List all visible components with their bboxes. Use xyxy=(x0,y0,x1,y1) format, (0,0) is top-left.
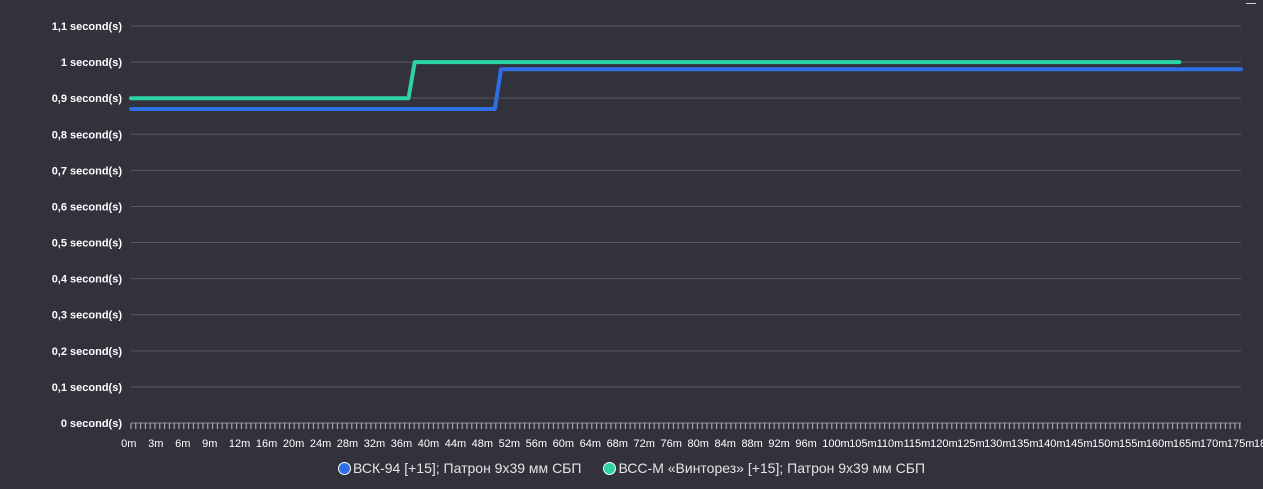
legend-label-vsk94: ВСК-94 [+15]; Патрон 9х39 мм СБП xyxy=(352,460,582,476)
x-tick-label: 12m xyxy=(229,438,250,450)
x-tick-label: 160m xyxy=(1146,438,1174,450)
x-tick-label: 3m xyxy=(148,438,163,450)
x-tick-label: 88m xyxy=(741,438,762,450)
x-tick-label: 92m xyxy=(768,438,789,450)
x-tick-label: 44m xyxy=(445,438,466,450)
y-tick-label: 0,1 second(s) xyxy=(52,382,123,394)
legend-label-vss: ВСС-М «Винторез» [+15]; Патрон 9х39 мм С… xyxy=(618,460,926,476)
x-tick-label: 84m xyxy=(714,438,735,450)
x-tick-label: 36m xyxy=(391,438,412,450)
legend-swatch-vss xyxy=(603,461,617,475)
x-tick-label: 165m xyxy=(1173,438,1201,450)
legend-swatch-vsk94 xyxy=(337,461,351,475)
x-tick-label: 40m xyxy=(418,438,439,450)
x-tick-label: 100m xyxy=(822,438,850,450)
x-tick-label: 16m xyxy=(256,438,277,450)
x-tick-label: 125m xyxy=(957,438,985,450)
y-tick-label: 0 second(s) xyxy=(61,418,122,430)
x-axis: 0m 3m 6m 9m 12m 16m 20m 24m 28m 32m 36m 40m 44m 48m 52… xyxy=(121,423,1263,450)
x-tick-label: 140m xyxy=(1038,438,1066,450)
y-tick-label: 1 second(s) xyxy=(61,57,122,69)
x-tick-label: 48m xyxy=(472,438,493,450)
y-tick-label: 0,3 second(s) xyxy=(52,310,123,322)
y-tick-label: 0,2 second(s) xyxy=(52,346,123,358)
x-tick-label: 130m xyxy=(984,438,1012,450)
x-tick-label: 28m xyxy=(337,438,358,450)
x-tick-label: 6m xyxy=(175,438,190,450)
x-tick-label: 68m xyxy=(607,438,628,450)
x-tick-label: 115m xyxy=(904,438,931,450)
legend-item-vss[interactable]: ВСС-М «Винторез» [+15]; Патрон 9х39 мм С… xyxy=(603,460,925,476)
y-tick-label: 1,1 second(s) xyxy=(52,21,123,33)
x-tick-label: 170m xyxy=(1200,438,1228,450)
x-tick-label: 80m xyxy=(687,438,708,450)
x-tick-label: 72m xyxy=(634,438,655,450)
x-tick-label: 180m xyxy=(1254,438,1263,450)
y-axis: 0 second(s) 0,1 second(s) 0,2 second(s) 0,3… xyxy=(52,21,123,430)
x-tick-label: 52m xyxy=(499,438,520,450)
x-tick-label: 135m xyxy=(1011,438,1039,450)
x-tick-label: 145m xyxy=(1065,438,1093,450)
legend-item-vsk94[interactable]: ВСК-94 [+15]; Патрон 9х39 мм СБП xyxy=(337,460,582,476)
y-tick-label: 0,9 second(s) xyxy=(52,93,123,105)
x-tick-label: 155m xyxy=(1119,438,1147,450)
gridlines xyxy=(131,25,1241,424)
x-tick-label: 76m xyxy=(661,438,682,450)
x-tick-label: 110m xyxy=(877,438,904,450)
x-tick-label: 0m xyxy=(121,438,136,450)
x-tick-label: 105m xyxy=(849,438,877,450)
download-icon[interactable] xyxy=(1246,0,1256,4)
y-tick-label: 0,4 second(s) xyxy=(52,274,123,286)
y-tick-label: 0,6 second(s) xyxy=(52,201,123,213)
y-tick-label: 0,7 second(s) xyxy=(52,165,123,177)
x-tick-label: 150m xyxy=(1092,438,1120,450)
series-line-1 xyxy=(129,67,1243,111)
legend: ВСК-94 [+15]; Патрон 9х39 мм СБП ВСС-М «… xyxy=(0,460,1263,476)
series-line-2 xyxy=(129,60,1182,101)
line-chart: 0 second(s) 0,1 second(s) 0,2 second(s) 0,3… xyxy=(52,21,1263,450)
x-tick-label: 20m xyxy=(283,438,304,450)
x-tick-label: 24m xyxy=(310,438,331,450)
x-tick-label: 120m xyxy=(930,438,958,450)
y-tick-label: 0,8 second(s) xyxy=(52,129,123,141)
x-tick-label: 175m xyxy=(1227,438,1255,450)
x-tick-label: 56m xyxy=(526,438,547,450)
x-tick-label: 64m xyxy=(580,438,601,450)
series-lines xyxy=(129,60,1243,111)
x-tick-label: 60m xyxy=(553,438,574,450)
x-tick-label: 96m xyxy=(795,438,816,450)
x-tick-label: 32m xyxy=(364,438,385,450)
y-tick-label: 0,5 second(s) xyxy=(52,238,123,250)
x-tick-label: 9m xyxy=(202,438,217,450)
